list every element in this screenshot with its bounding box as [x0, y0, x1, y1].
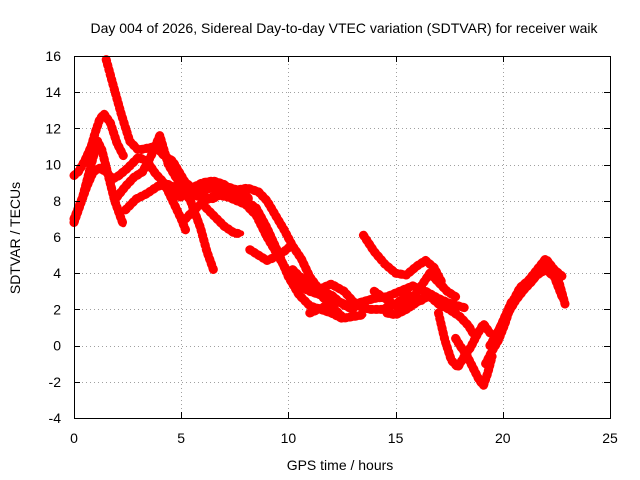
x-tick-label: 15: [388, 430, 404, 446]
y-axis-label: SDTVAR / TECUs: [7, 182, 23, 294]
x-tick-label: 5: [177, 430, 185, 446]
y-tick-label: -4: [49, 410, 62, 426]
series-markers-arc-18: [451, 333, 497, 390]
y-tick-label: 0: [53, 338, 61, 354]
y-tick-label: 8: [53, 193, 61, 209]
series-markers-arc-5: [112, 131, 220, 204]
y-tick-label: 12: [45, 120, 61, 136]
series-markers-arc-16: [382, 290, 478, 338]
series-markers-arc-1: [69, 109, 128, 180]
series-markers-arc-9: [211, 181, 358, 314]
series-markers-arc-8: [181, 190, 347, 322]
y-tick-label: 2: [53, 301, 61, 317]
x-tick-label: 10: [281, 430, 297, 446]
y-tick-label: -2: [49, 374, 62, 390]
y-tick-label: 14: [45, 84, 61, 100]
series-group: [69, 55, 570, 390]
series-markers-arc-21: [494, 265, 568, 336]
y-tick-label: 10: [45, 157, 61, 173]
y-tick-labels: -4 -2 0 2 4 6 8 10 12 14 16: [45, 48, 61, 426]
x-tick-label: 20: [495, 430, 511, 446]
y-tick-label: 6: [53, 229, 61, 245]
series-markers-arc-14: [358, 230, 448, 289]
x-axis-label: GPS time / hours: [287, 457, 394, 473]
series-markers-arc-10: [198, 199, 246, 238]
x-tick-labels: 0 5 10 15 20 25: [70, 430, 618, 446]
axis-ticks: [74, 56, 611, 419]
y-tick-label: 16: [45, 48, 61, 64]
series-markers-arc-15: [369, 268, 461, 311]
x-tick-label: 0: [70, 430, 78, 446]
chart-title: Day 004 of 2026, Sidereal Day-to-day VTE…: [90, 20, 598, 36]
series-markers-arc-11: [245, 243, 293, 265]
x-tick-label: 25: [602, 430, 618, 446]
series-markers-arc-6: [121, 180, 218, 275]
y-tick-label: 4: [53, 265, 61, 281]
grid: [74, 56, 610, 418]
